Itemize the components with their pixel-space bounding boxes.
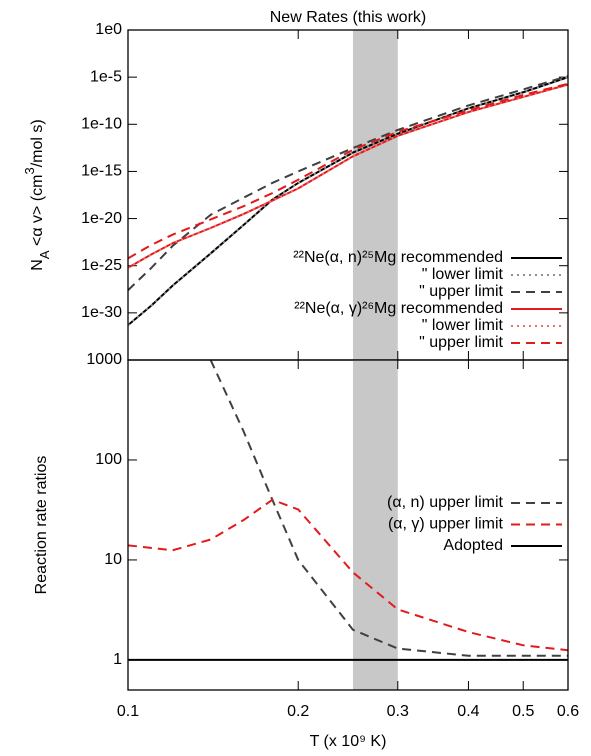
shaded-region bbox=[353, 360, 398, 690]
y-tick-label: 10 bbox=[104, 551, 122, 568]
y-tick-label: 1e0 bbox=[95, 21, 122, 38]
legend-label: (α, γ) upper limit bbox=[388, 516, 504, 533]
series-line bbox=[128, 82, 568, 260]
series-line bbox=[128, 76, 568, 326]
y-axis-label-part: Reaction rate ratios bbox=[33, 456, 50, 595]
plot-frame bbox=[127, 359, 569, 691]
y-tick-label: 1 bbox=[113, 651, 122, 668]
legend-label: Adopted bbox=[443, 537, 503, 554]
x-tick-label: 0.2 bbox=[287, 703, 309, 720]
chart-title: New Rates (this work) bbox=[270, 9, 426, 26]
y-tick-label: 1000 bbox=[86, 351, 122, 368]
x-tick-label: 0.3 bbox=[387, 703, 409, 720]
legend-label: ²²Ne(α, n)²⁵Mg recommended bbox=[293, 249, 503, 266]
shaded-region bbox=[353, 30, 398, 360]
y-tick-label: 1e-10 bbox=[81, 116, 122, 133]
legend-label: " lower limit bbox=[422, 317, 504, 334]
y-axis-label-part: N bbox=[29, 259, 46, 271]
legend-label: " upper limit bbox=[419, 283, 503, 300]
y-tick-label: 100 bbox=[95, 451, 122, 468]
y-axis-label: Reaction rate ratios bbox=[33, 456, 50, 595]
y-tick-label: 1e-25 bbox=[81, 257, 122, 274]
y-tick-label: 1e-15 bbox=[81, 163, 122, 180]
legend-label: " upper limit bbox=[419, 334, 503, 351]
x-tick-label: 0.4 bbox=[457, 703, 479, 720]
y-tick-label: 1e-30 bbox=[81, 304, 122, 321]
series-line bbox=[128, 75, 568, 291]
y-tick-label: 1e-20 bbox=[81, 210, 122, 227]
y-axis-label-part: /mol s) bbox=[29, 119, 46, 167]
legend-label: ²²Ne(α, γ)²⁶Mg recommended bbox=[294, 300, 503, 317]
y-axis-label: NA <α v> (cm3/mol s) bbox=[22, 119, 52, 270]
series-line bbox=[209, 360, 568, 657]
y-axis-label-part: 3 bbox=[22, 167, 37, 174]
series-line bbox=[128, 83, 568, 269]
x-tick-label: 0.5 bbox=[512, 703, 534, 720]
y-axis-label-part: A bbox=[37, 250, 52, 259]
legend-label: (α, n) upper limit bbox=[387, 494, 504, 511]
y-tick-label: 1e-5 bbox=[90, 68, 122, 85]
y-axis-label-part: <α v> (cm bbox=[29, 175, 46, 251]
series-line bbox=[128, 498, 568, 652]
x-tick-label: 0.6 bbox=[557, 703, 579, 720]
x-tick-label: 0.1 bbox=[117, 703, 139, 720]
series-line bbox=[128, 83, 568, 269]
legend-label: " lower limit bbox=[422, 266, 504, 283]
x-axis-label: T (x 10⁹ K) bbox=[310, 733, 387, 750]
